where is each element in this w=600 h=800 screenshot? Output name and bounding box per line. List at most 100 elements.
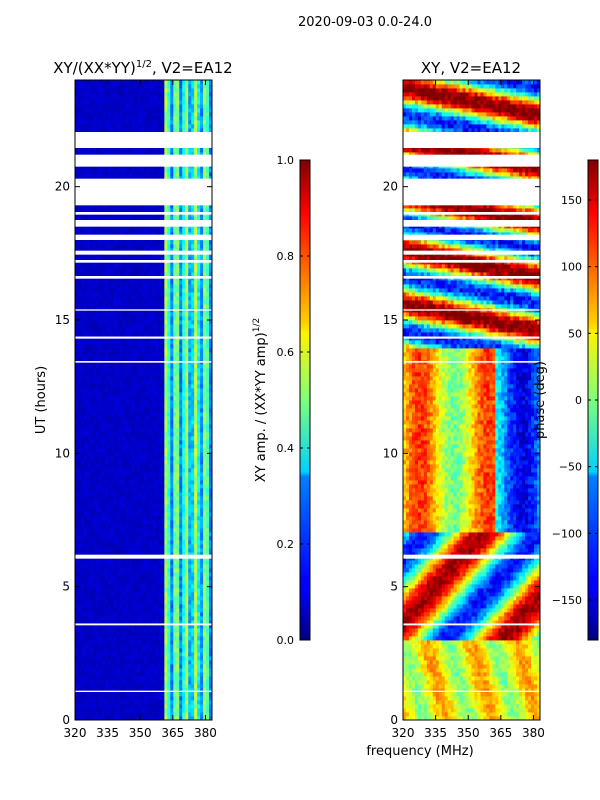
heatmap-cell <box>98 356 103 361</box>
heatmap-cell <box>107 672 112 677</box>
heatmap-cell <box>128 600 132 605</box>
heatmap-cell <box>140 548 144 553</box>
heatmap-cell <box>92 440 97 445</box>
heatmap-cell <box>122 620 127 625</box>
heatmap-cell <box>203 716 207 720</box>
heatmap-cell <box>188 340 192 345</box>
heatmap-cell <box>89 544 94 549</box>
heatmap-cell <box>191 400 195 405</box>
heatmap-cell <box>107 292 112 297</box>
heatmap-cell <box>176 420 180 425</box>
heatmap-cell <box>98 612 103 617</box>
heatmap-cell <box>83 672 88 677</box>
heatmap-cell <box>75 684 79 689</box>
heatmap-cell <box>146 532 150 537</box>
heatmap-cell <box>167 452 171 457</box>
heatmap-cell <box>89 484 94 489</box>
heatmap-cell <box>75 420 79 425</box>
heatmap-cell <box>200 640 204 645</box>
heatmap-cell <box>140 560 144 565</box>
heatmap-cell <box>164 464 168 469</box>
heatmap-cell <box>80 364 85 369</box>
heatmap-cell <box>107 596 112 601</box>
heatmap-cell <box>152 380 156 385</box>
heatmap-cell <box>89 680 94 685</box>
heatmap-cell <box>122 476 127 481</box>
heatmap-cell <box>122 468 127 473</box>
heatmap-cell <box>116 404 121 409</box>
heatmap-cell <box>128 640 132 645</box>
heatmap-cell <box>92 484 97 489</box>
heatmap-cell <box>140 460 144 465</box>
heatmap-cell <box>98 696 103 701</box>
heatmap-cell <box>182 680 186 685</box>
heatmap-cell <box>95 412 100 417</box>
heatmap-cell <box>185 376 189 381</box>
heatmap-cell <box>179 704 183 709</box>
heatmap-cell <box>149 512 153 517</box>
heatmap-cell <box>80 356 85 361</box>
heatmap-cell <box>161 340 165 345</box>
heatmap-cell <box>131 672 135 677</box>
heatmap-cell <box>119 476 124 481</box>
heatmap-cell <box>92 600 97 605</box>
heatmap-cell <box>158 504 162 509</box>
heatmap-cell <box>128 284 132 289</box>
heatmap-cell <box>158 468 162 473</box>
heatmap-cell <box>161 356 165 361</box>
heatmap-cell <box>86 440 91 445</box>
heatmap-cell <box>176 632 180 637</box>
heatmap-cell <box>95 564 100 569</box>
heatmap-cell <box>110 640 115 645</box>
heatmap-cell <box>75 640 79 645</box>
heatmap-cell <box>197 700 201 705</box>
heatmap-cell <box>107 652 112 657</box>
heatmap-cell <box>173 664 177 669</box>
heatmap-cell <box>110 564 115 569</box>
heatmap-cell <box>200 304 204 309</box>
heatmap-cell <box>128 708 132 713</box>
heatmap-cell <box>176 564 180 569</box>
heatmap-cell <box>179 380 183 385</box>
heatmap-cell <box>149 504 153 509</box>
heatmap-cell <box>128 684 132 689</box>
heatmap-cell <box>173 468 177 473</box>
heatmap-cell <box>104 288 109 293</box>
heatmap-cell <box>209 428 212 433</box>
heatmap-cell <box>77 436 82 441</box>
heatmap-cell <box>197 392 201 397</box>
heatmap-cell <box>176 520 180 525</box>
heatmap-cell <box>161 460 165 465</box>
heatmap-cell <box>83 536 88 541</box>
heatmap-cell <box>80 512 85 517</box>
heatmap-cell <box>113 412 118 417</box>
heatmap-cell <box>140 436 144 441</box>
amplitude-title: XY/(XX*YY)1/2, V2=EA12 <box>53 59 232 77</box>
heatmap-cell <box>167 712 171 717</box>
heatmap-cell <box>188 668 192 673</box>
heatmap-cell <box>179 568 183 573</box>
heatmap-cell <box>86 476 91 481</box>
heatmap-cell <box>164 324 168 329</box>
heatmap-cell <box>128 364 132 369</box>
heatmap-cell <box>80 328 85 333</box>
heatmap-cell <box>197 676 201 681</box>
heatmap-cell <box>173 484 177 489</box>
heatmap-cell <box>128 340 132 345</box>
heatmap-cell <box>188 476 192 481</box>
heatmap-cell <box>80 596 85 601</box>
heatmap-cell <box>182 560 186 565</box>
heatmap-cell <box>134 480 138 485</box>
heatmap-cell <box>116 604 121 609</box>
heatmap-cell <box>146 584 150 589</box>
heatmap-cell <box>77 580 82 585</box>
heatmap-cell <box>197 696 201 701</box>
heatmap-cell <box>149 576 153 581</box>
heatmap-cell <box>203 384 207 389</box>
heatmap-cell <box>119 504 124 509</box>
heatmap-cell <box>89 344 94 349</box>
heatmap-cell <box>116 304 121 309</box>
heatmap-cell <box>86 600 91 605</box>
heatmap-cell <box>149 580 153 585</box>
